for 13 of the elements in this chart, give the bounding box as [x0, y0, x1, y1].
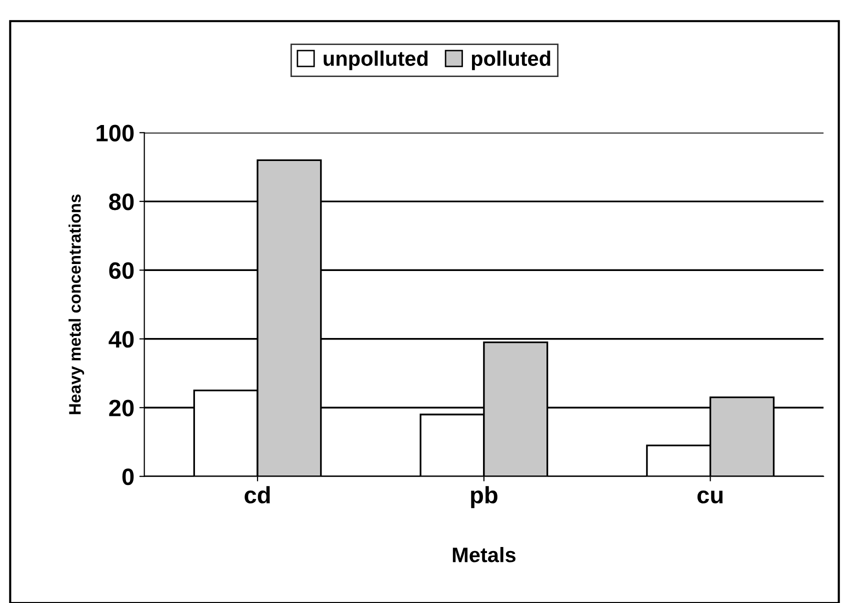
y-tick-label: 20: [109, 400, 134, 416]
x-tick-label: pb: [471, 486, 498, 508]
y-tick-label: 100: [96, 124, 134, 142]
x-tick-label: cd: [244, 486, 270, 504]
y-tick-label: 60: [109, 262, 134, 279]
y-tick-label: 40: [108, 330, 134, 348]
y-axis-title: Heavy metal concentrations: [68, 194, 84, 414]
legend-label: unpolluted: [324, 50, 428, 70]
x-axis-title: Metals: [452, 546, 516, 562]
legend-label: polluted: [472, 50, 550, 70]
x-tick-label: cu: [697, 490, 723, 504]
y-tick-label: 80: [109, 193, 134, 210]
y-tick-label: 0: [122, 468, 134, 486]
